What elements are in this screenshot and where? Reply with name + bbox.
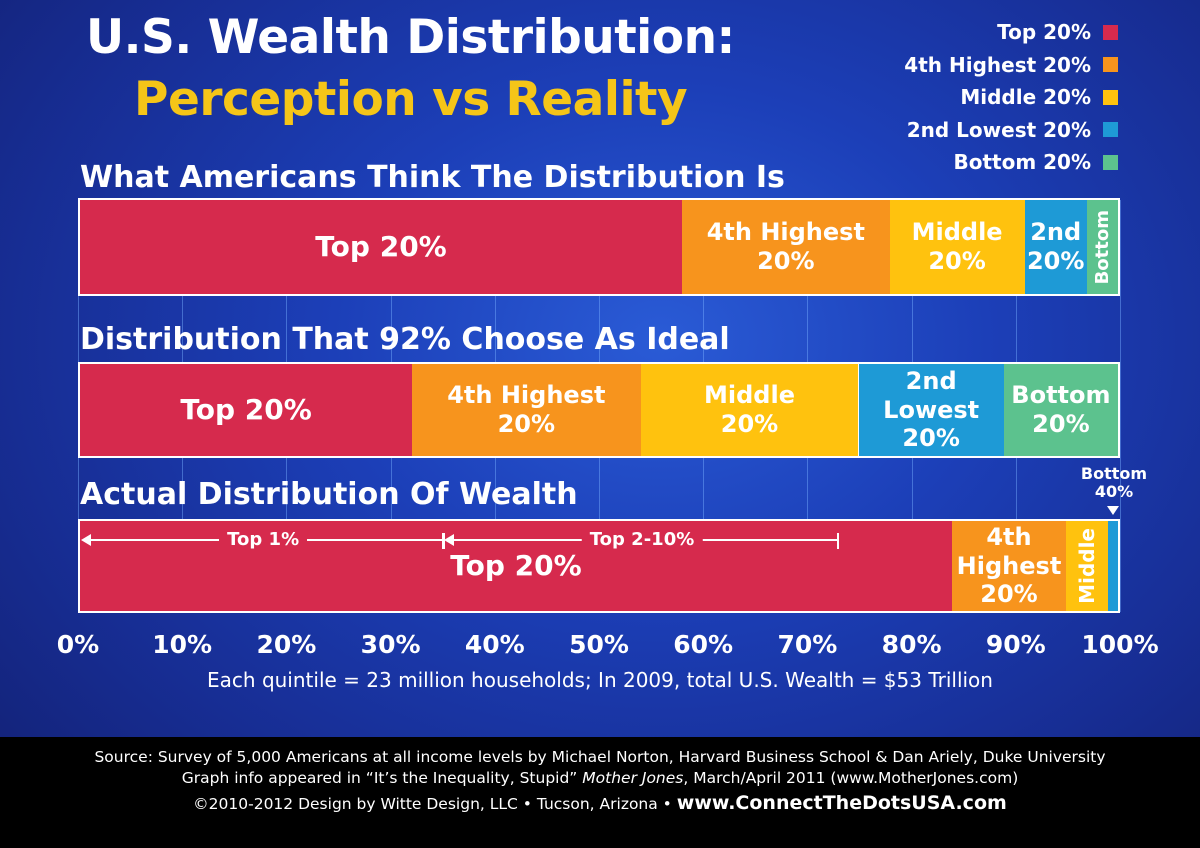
bracket-label: Top 1% — [219, 529, 308, 550]
segment-label: 4th Highest 20% — [447, 381, 606, 438]
segment-label: 4th Highest 20% — [956, 522, 1062, 609]
x-tick-label: 60% — [673, 630, 734, 659]
segment-label: Middle 20% — [911, 218, 1003, 275]
segment-label: Bottom — [1091, 209, 1113, 285]
legend-item-2nd: 2nd Lowest 20% — [904, 114, 1118, 147]
segment-label: 4th Highest 20% — [706, 218, 865, 275]
legend-label: Middle 20% — [960, 85, 1091, 110]
chart-note: Each quintile = 23 million households; I… — [207, 668, 993, 692]
bracket-label: Top 2-10% — [581, 529, 703, 550]
x-tick-label: 0% — [56, 630, 100, 659]
perceived-distribution-title: What Americans Think The Distribution Is — [80, 160, 785, 195]
segment-label: Middle 20% — [704, 381, 795, 438]
bar-segment: 4th Highest 20% — [951, 521, 1067, 611]
bracket-start-tick — [443, 533, 446, 549]
bar-segment: 4th Highest 20% — [682, 200, 890, 294]
segment-label: Top 20% — [180, 393, 312, 427]
bar-segment: 2nd 20% — [1024, 200, 1087, 294]
bar-segment: Middle 20% — [889, 200, 1025, 294]
source-line: Source: Survey of 5,000 Americans at all… — [94, 748, 1106, 766]
bar-segments: Top 20% 4th Highest 20% Middle Top 1% Top 2-… — [80, 521, 1118, 611]
segment-label: Top 20% — [315, 230, 447, 264]
legend-label: Bottom 20% — [953, 150, 1091, 175]
bracket-end-tick — [836, 533, 839, 549]
publication-line: Graph info appeared in “It’s the Inequal… — [0, 769, 1200, 787]
x-tick-label: 90% — [985, 630, 1046, 659]
legend-item-bottom: Bottom 20% — [904, 146, 1118, 179]
ideal-distribution-bar: Top 20% 4th Highest 20% Middle 20% 2nd Lowe… — [78, 362, 1120, 458]
bar-segment: Top 20% — [80, 364, 413, 456]
legend-label: 2nd Lowest 20% — [906, 117, 1091, 142]
x-tick-label: 100% — [1081, 630, 1159, 659]
bottom-40-callout: Bottom 40% — [1080, 464, 1148, 502]
publication-post: , March/April 2011 (www.MotherJones.com) — [683, 769, 1019, 787]
legend-item-4th: 4th Highest 20% — [904, 49, 1118, 82]
legend-label: Top 20% — [997, 20, 1091, 45]
publication-pre: Graph info appeared in “It’s the Inequal… — [181, 769, 583, 787]
segment-label: 2nd Lowest 20% — [883, 366, 980, 453]
chart-subtitle: Perception vs Reality — [134, 72, 688, 127]
x-tick-label: 80% — [881, 630, 942, 659]
credit-text: ©2010-2012 Design by Witte Design, LLC •… — [193, 795, 677, 813]
bracket: Top 1% — [81, 529, 445, 550]
bracket: Top 2-10% — [443, 529, 839, 550]
legend-swatch — [1103, 122, 1118, 138]
footer: Source: Survey of 5,000 Americans at all… — [0, 737, 1200, 848]
legend-swatch — [1103, 89, 1118, 105]
bar-segment: Top 20% — [80, 521, 952, 611]
legend-label: 4th Highest 20% — [904, 52, 1091, 77]
x-tick-label: 30% — [360, 630, 421, 659]
x-tick-label: 70% — [777, 630, 838, 659]
perceived-distribution-bar: Top 20% 4th Highest 20% Middle 20% 2nd 20% B… — [78, 198, 1120, 296]
legend-swatch — [1103, 154, 1118, 170]
x-tick-label: 10% — [152, 630, 213, 659]
bar-segment: Bottom 20% — [1003, 364, 1118, 456]
arrow-left-icon — [444, 534, 455, 546]
bar-segments: Top 20% 4th Highest 20% Middle 20% 2nd Lowe… — [80, 364, 1118, 456]
actual-distribution-bar: Top 20% 4th Highest 20% Middle Top 1% Top 2-… — [78, 519, 1120, 613]
chart-title: U.S. Wealth Distribution: — [86, 10, 735, 65]
legend-swatch — [1103, 24, 1118, 40]
x-tick-label: 20% — [256, 630, 317, 659]
ideal-distribution-title: Distribution That 92% Choose As Ideal — [80, 322, 730, 357]
arrow-left-icon — [81, 534, 91, 546]
bar-segment: Middle 20% — [640, 364, 859, 456]
legend-swatch — [1103, 57, 1118, 73]
legend: Top 20% 4th Highest 20% Middle 20% 2nd L… — [904, 16, 1118, 179]
bar-segment: Top 20% — [80, 200, 683, 294]
legend-item-middle: Middle 20% — [904, 81, 1118, 114]
gridline — [1120, 200, 1121, 612]
bar-segment: 2nd Lowest 20% — [858, 364, 1004, 456]
x-tick-label: 50% — [569, 630, 629, 659]
bottom-40-arrow-icon — [1107, 506, 1119, 515]
publication-name: Mother Jones — [582, 769, 684, 787]
segment-label: 2nd 20% — [1026, 218, 1085, 275]
bar-segment: 4th Highest 20% — [412, 364, 641, 456]
segment-label: Bottom 20% — [1011, 381, 1111, 438]
bar-segment: Bottom — [1086, 200, 1118, 294]
bar-segment: Middle — [1066, 521, 1108, 611]
bar-segments: Top 20% 4th Highest 20% Middle 20% 2nd 20% B… — [80, 200, 1118, 294]
segment-label: Middle — [1074, 528, 1099, 604]
segment-label: Top 20% — [450, 549, 582, 583]
credit-line: ©2010-2012 Design by Witte Design, LLC •… — [0, 792, 1200, 814]
legend-item-top: Top 20% — [904, 16, 1118, 49]
bar-segment — [1107, 521, 1118, 611]
x-tick-label: 40% — [464, 630, 525, 659]
website-link[interactable]: www.ConnectTheDotsUSA.com — [676, 792, 1007, 814]
actual-distribution-title: Actual Distribution Of Wealth — [80, 477, 578, 512]
